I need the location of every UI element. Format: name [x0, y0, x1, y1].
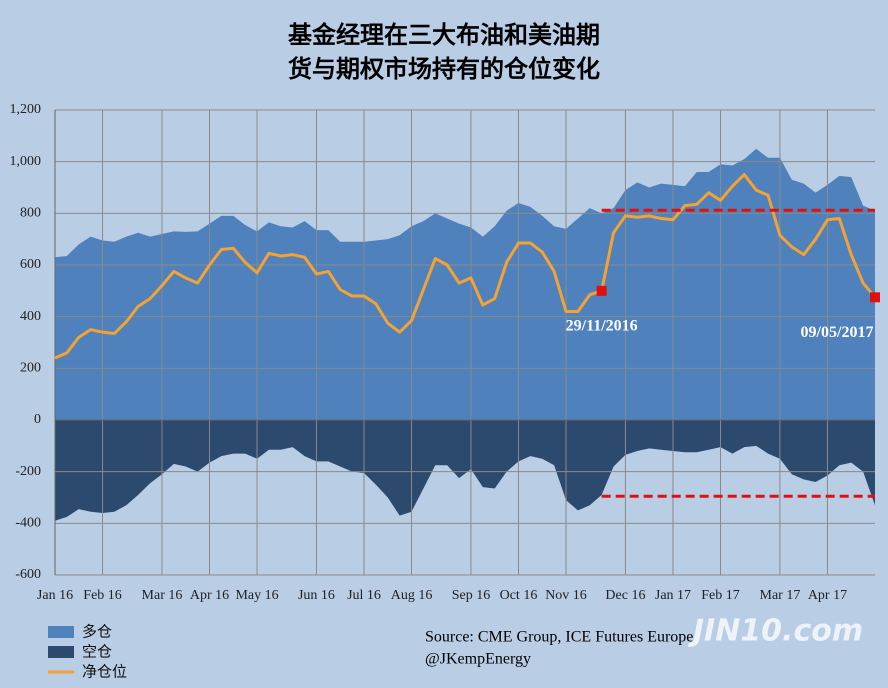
legend-swatch [48, 646, 74, 658]
x-tick-label: Dec 16 [605, 588, 645, 603]
annotation: 09/05/2017 [801, 324, 874, 341]
x-tick-label: Mar 16 [142, 588, 183, 603]
y-tick-label: 0 [34, 412, 41, 427]
legend-label: 多仓 [82, 623, 112, 641]
marker [596, 285, 607, 296]
x-tick-label: Sep 16 [452, 588, 491, 603]
x-tick-label: Jul 16 [347, 588, 381, 603]
area [55, 420, 875, 521]
x-tick-label: May 16 [235, 588, 278, 603]
x-tick-label: Jan 16 [37, 588, 73, 603]
chart-title: 货与期权市场持有的仓位变化 [288, 55, 600, 83]
y-tick-label: 1,000 [10, 154, 42, 169]
marker [870, 292, 880, 303]
x-tick-label: Nov 16 [545, 588, 587, 603]
line [54, 173, 877, 360]
legend-label: 净仓位 [82, 663, 127, 681]
x-tick-label: Apr 16 [190, 588, 229, 603]
source: Source: CME Group, ICE Futures Europe [425, 629, 693, 646]
chart-title: 基金经理在三大布油和美油期 [288, 21, 600, 49]
x-tick-label: Feb 17 [701, 588, 740, 603]
y-tick-label: 200 [20, 361, 41, 376]
y-tick-label: -400 [15, 516, 41, 531]
legend-label: 空仓 [82, 643, 112, 661]
x-tick-label: Mar 17 [760, 588, 801, 603]
watermark: JIN10.com [688, 614, 863, 649]
y-tick-label: -200 [15, 464, 41, 479]
y-tick-label: 800 [20, 206, 41, 221]
x-tick-label: Jan 17 [655, 588, 691, 603]
x-tick-label: Apr 17 [808, 588, 847, 603]
y-tick-label: 1,200 [10, 102, 42, 117]
x-tick-label: Oct 16 [500, 588, 538, 603]
y-tick-label: 600 [20, 257, 41, 272]
x-tick-label: Aug 16 [391, 588, 433, 603]
x-tick-label: Jun 16 [298, 588, 335, 603]
y-tick-label: 400 [20, 309, 41, 324]
source: @JKempEnergy [425, 651, 531, 668]
annotation: 29/11/2016 [566, 318, 638, 335]
legend-swatch [48, 626, 74, 638]
x-tick-label: Feb 16 [83, 588, 122, 603]
area [55, 148, 875, 420]
y-tick-label: -600 [15, 567, 41, 582]
